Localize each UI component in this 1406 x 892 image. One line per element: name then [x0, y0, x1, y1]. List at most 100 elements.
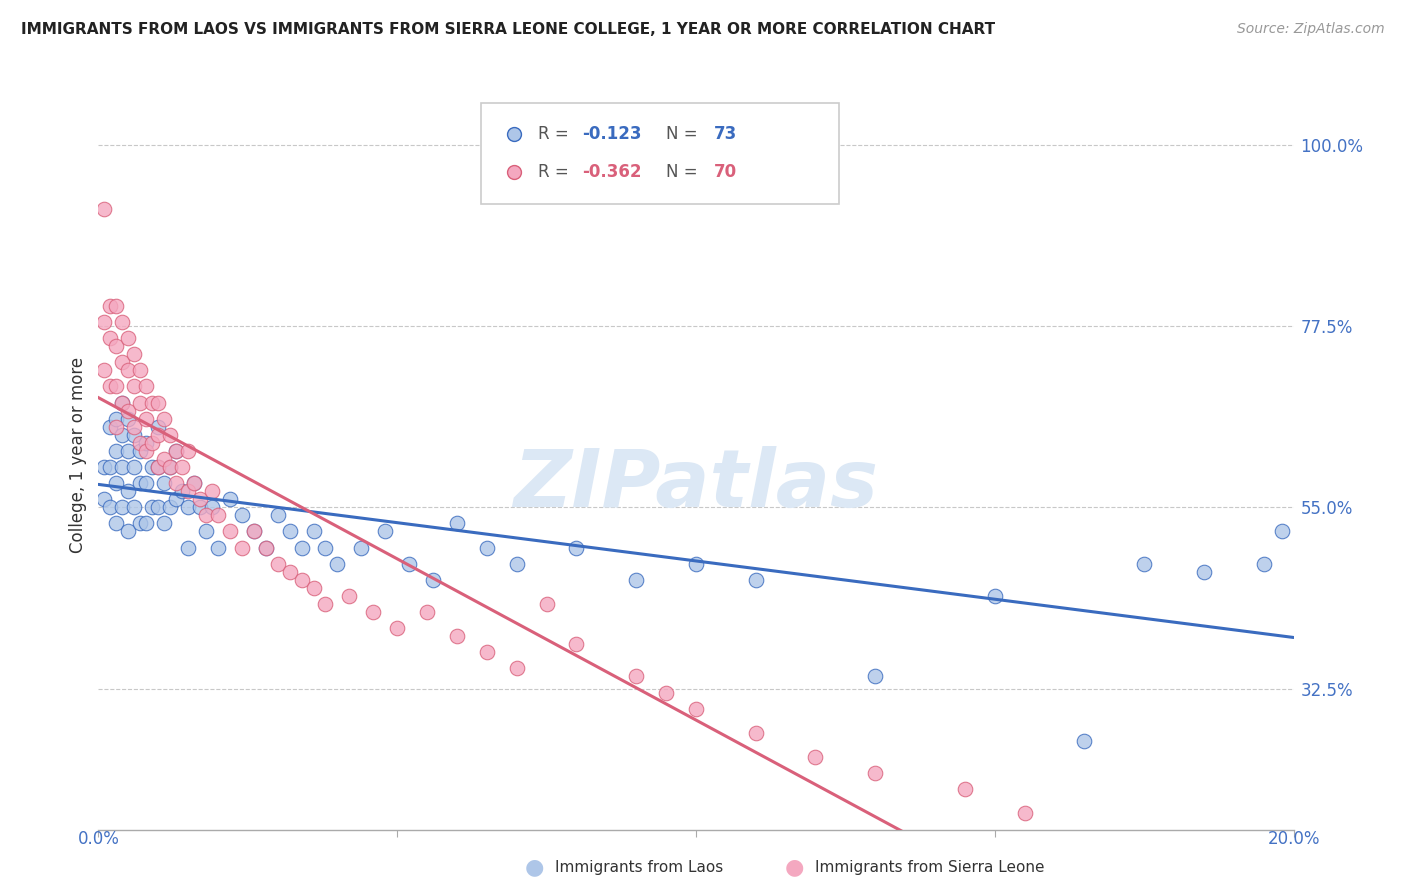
- Text: ●: ●: [524, 857, 544, 877]
- Point: [363, 605, 385, 619]
- Point: [267, 557, 290, 571]
- Point: [165, 443, 187, 458]
- Text: Immigrants from Laos: Immigrants from Laos: [555, 860, 724, 874]
- Point: [148, 427, 170, 442]
- Point: [865, 669, 887, 683]
- Point: [302, 524, 325, 539]
- Point: [231, 508, 253, 523]
- Point: [201, 484, 224, 499]
- Point: [98, 331, 122, 345]
- Point: [105, 299, 128, 313]
- Point: [254, 541, 277, 555]
- Point: [148, 395, 170, 409]
- Point: [141, 435, 163, 450]
- Point: [117, 363, 139, 377]
- Point: [129, 435, 152, 450]
- Point: [124, 347, 146, 361]
- Point: [159, 460, 181, 475]
- Point: [141, 460, 163, 475]
- Point: [1192, 565, 1215, 579]
- Point: [350, 541, 373, 555]
- Point: [475, 645, 498, 659]
- Point: [446, 516, 468, 531]
- Point: [124, 427, 146, 442]
- Point: [153, 452, 176, 467]
- Point: [105, 476, 128, 491]
- Point: [984, 589, 1007, 603]
- Point: [105, 339, 128, 353]
- Point: [685, 702, 707, 716]
- Point: [302, 581, 325, 595]
- Point: [195, 524, 218, 539]
- Point: [148, 419, 170, 434]
- Point: [201, 500, 224, 515]
- Point: [254, 541, 277, 555]
- Point: [315, 597, 337, 611]
- Point: [1271, 524, 1294, 539]
- Point: [177, 500, 200, 515]
- Point: [111, 355, 134, 369]
- Point: [416, 605, 439, 619]
- Point: [159, 427, 181, 442]
- Point: [267, 508, 290, 523]
- Point: [111, 395, 134, 409]
- Point: [135, 379, 157, 393]
- Point: [243, 524, 266, 539]
- Point: [374, 524, 396, 539]
- Text: N =: N =: [666, 163, 703, 181]
- Text: ●: ●: [785, 857, 804, 877]
- Point: [124, 460, 146, 475]
- Text: Immigrants from Sierra Leone: Immigrants from Sierra Leone: [815, 860, 1045, 874]
- Point: [177, 541, 200, 555]
- Point: [565, 637, 588, 651]
- Point: [117, 403, 139, 417]
- Text: -0.362: -0.362: [582, 163, 643, 181]
- Point: [626, 573, 648, 587]
- Y-axis label: College, 1 year or more: College, 1 year or more: [69, 357, 87, 553]
- Point: [1073, 734, 1095, 748]
- Point: [953, 782, 976, 797]
- Point: [315, 541, 337, 555]
- Point: [1253, 557, 1275, 571]
- Point: [98, 500, 122, 515]
- Point: [117, 331, 139, 345]
- Text: Source: ZipAtlas.com: Source: ZipAtlas.com: [1237, 22, 1385, 37]
- Point: [745, 726, 768, 740]
- Point: [506, 661, 529, 675]
- Point: [111, 427, 134, 442]
- Point: [93, 492, 115, 507]
- Point: [188, 500, 211, 515]
- Point: [165, 492, 187, 507]
- Text: IMMIGRANTS FROM LAOS VS IMMIGRANTS FROM SIERRA LEONE COLLEGE, 1 YEAR OR MORE COR: IMMIGRANTS FROM LAOS VS IMMIGRANTS FROM …: [21, 22, 995, 37]
- Point: [105, 516, 128, 531]
- Point: [111, 500, 134, 515]
- Point: [291, 573, 314, 587]
- Point: [93, 460, 115, 475]
- Point: [153, 476, 176, 491]
- Text: 0.0%: 0.0%: [77, 830, 120, 847]
- Point: [219, 524, 242, 539]
- Point: [506, 557, 529, 571]
- Point: [536, 597, 558, 611]
- Point: [339, 589, 361, 603]
- Point: [183, 476, 205, 491]
- Text: N =: N =: [666, 126, 703, 144]
- Point: [159, 460, 181, 475]
- Text: R =: R =: [538, 163, 574, 181]
- Point: [148, 460, 170, 475]
- Point: [141, 395, 163, 409]
- Point: [172, 460, 194, 475]
- Point: [98, 299, 122, 313]
- Point: [165, 443, 187, 458]
- Point: [135, 516, 157, 531]
- Point: [98, 460, 122, 475]
- Point: [865, 766, 887, 780]
- Point: [93, 363, 115, 377]
- Point: [129, 476, 152, 491]
- Point: [124, 379, 146, 393]
- Point: [177, 484, 200, 499]
- FancyBboxPatch shape: [481, 103, 839, 204]
- Text: -0.123: -0.123: [582, 126, 643, 144]
- Point: [219, 492, 242, 507]
- Point: [385, 621, 409, 635]
